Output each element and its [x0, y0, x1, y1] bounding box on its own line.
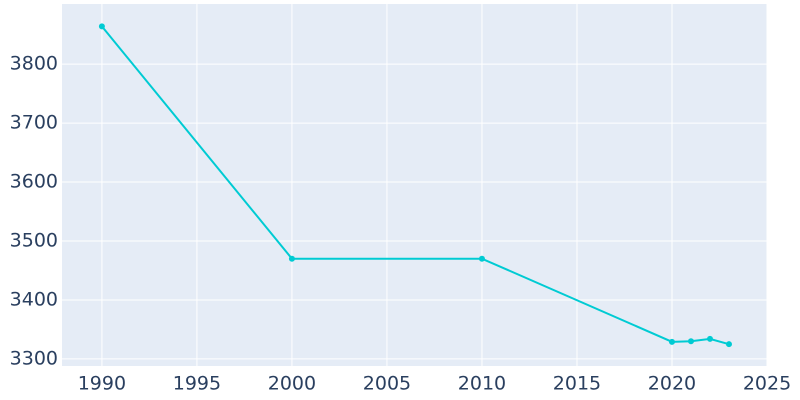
- x-tick-label: 2005: [363, 373, 411, 395]
- point: [478, 255, 485, 262]
- x-tick-label: 2025: [743, 373, 791, 395]
- x-tick-label: 2010: [458, 373, 506, 395]
- y-tick-label: 3800: [10, 53, 58, 75]
- point: [288, 255, 295, 262]
- point: [687, 338, 694, 345]
- x-tick-label: 2000: [268, 373, 316, 395]
- point: [668, 338, 675, 345]
- y-tick-label: 3700: [10, 112, 58, 134]
- x-tick-label: 1995: [173, 373, 221, 395]
- plot-area: [62, 4, 767, 366]
- y-tick-label: 3500: [10, 230, 58, 252]
- point: [725, 341, 732, 348]
- y-tick-label: 3300: [10, 347, 58, 369]
- x-tick-label: 2020: [648, 373, 696, 395]
- y-tick-label: 3600: [10, 171, 58, 193]
- x-tick-label: 1990: [78, 373, 126, 395]
- point: [98, 23, 105, 30]
- y-tick-label: 3400: [10, 288, 58, 310]
- x-tick-label: 2015: [553, 373, 601, 395]
- point: [706, 335, 713, 342]
